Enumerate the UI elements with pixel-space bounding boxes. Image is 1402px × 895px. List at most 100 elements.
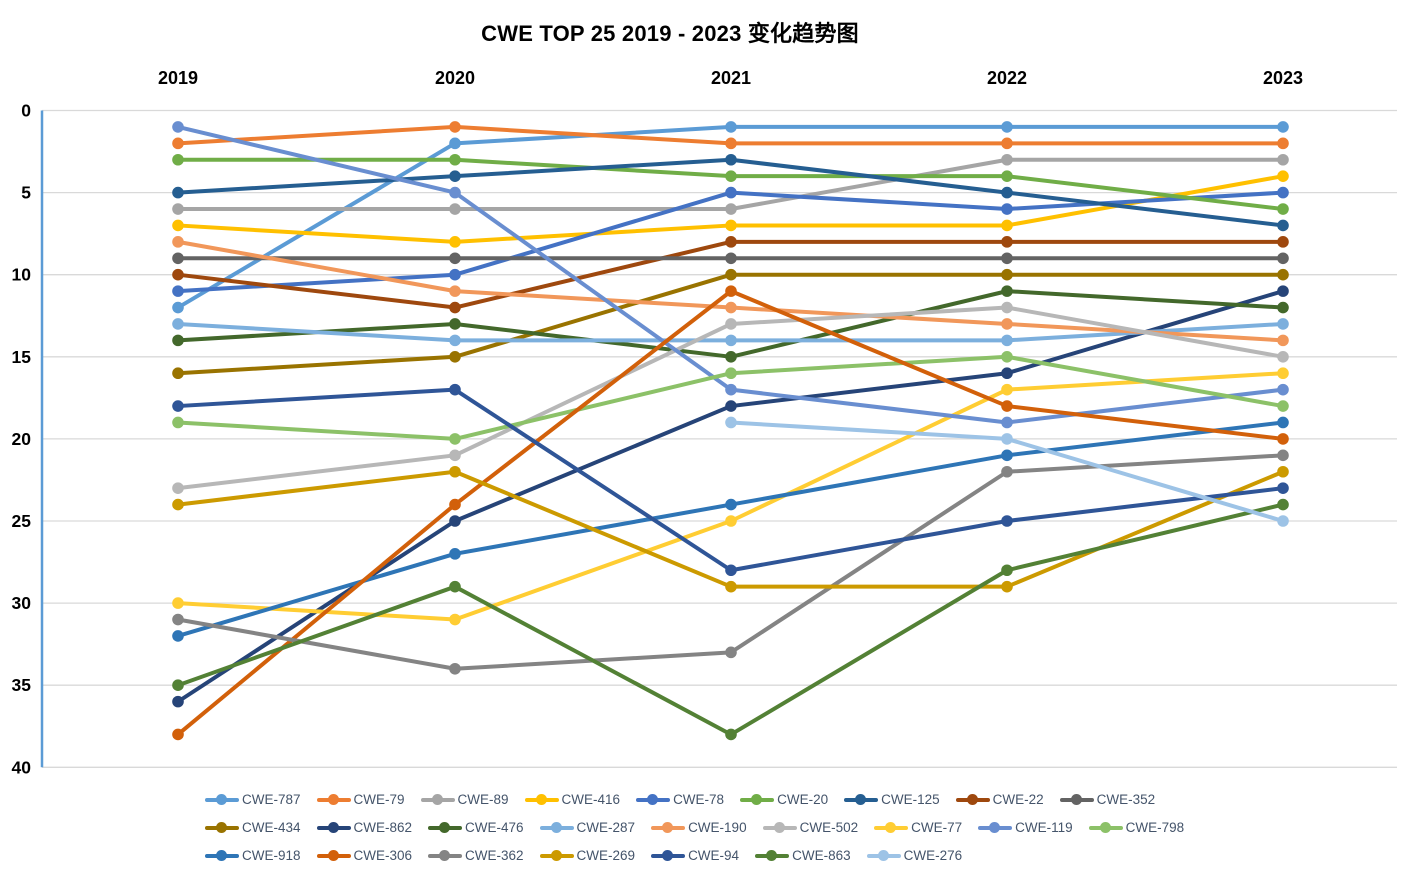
series-point-CWE-434 [172, 367, 184, 380]
legend-marker-icon [428, 821, 463, 834]
series-point-CWE-94 [1277, 482, 1289, 494]
legend-item-CWE-362: CWE-362 [428, 848, 524, 863]
series-point-CWE-78 [725, 186, 737, 199]
legend-label: CWE-78 [673, 792, 725, 807]
series-point-CWE-20 [1001, 170, 1013, 182]
series-point-CWE-119 [1001, 416, 1013, 429]
legend-item-CWE-863: CWE-863 [755, 848, 851, 863]
legend-marker-icon [316, 849, 351, 862]
series-point-CWE-77 [1001, 383, 1013, 396]
legend-item-CWE-20: CWE-20 [740, 792, 828, 807]
legend-label: CWE-798 [1125, 820, 1185, 835]
series-point-CWE-862 [1277, 285, 1289, 297]
series-point-CWE-362 [449, 662, 461, 675]
legend-dot-swatch [662, 822, 674, 833]
legend-dot-swatch [877, 850, 889, 861]
series-point-CWE-863 [1001, 564, 1013, 577]
legend-item-CWE-798: CWE-798 [1088, 820, 1185, 835]
legend-marker-icon [1088, 821, 1123, 834]
series-point-CWE-502 [449, 449, 461, 462]
series-point-CWE-798 [725, 367, 737, 380]
series-point-CWE-190 [1277, 334, 1289, 347]
series-point-CWE-269 [725, 580, 737, 593]
series-point-CWE-862 [172, 695, 184, 708]
legend-dot-swatch [751, 794, 763, 805]
legend-dot-swatch [550, 822, 562, 833]
series-point-CWE-269 [449, 465, 461, 478]
series-point-CWE-77 [449, 613, 461, 626]
series-point-CWE-918 [725, 498, 737, 511]
legend-item-CWE-276: CWE-276 [866, 848, 962, 863]
y-axis-tick-label: 0 [21, 101, 31, 121]
series-point-CWE-22 [1001, 236, 1013, 248]
series-point-CWE-94 [449, 383, 461, 396]
legend-item-CWE-269: CWE-269 [539, 848, 635, 863]
series-point-CWE-287 [725, 334, 737, 347]
series-point-CWE-94 [172, 400, 184, 412]
x-axis-year-label: 2020 [435, 68, 475, 88]
series-point-CWE-352 [725, 252, 737, 265]
series-point-CWE-190 [725, 301, 737, 314]
legend-item-CWE-125: CWE-125 [844, 792, 940, 807]
y-axis-tick-label: 15 [12, 347, 32, 367]
series-point-CWE-94 [725, 564, 737, 577]
series-point-CWE-862 [725, 400, 737, 412]
series-point-CWE-287 [1277, 318, 1289, 330]
legend-label: CWE-125 [881, 792, 940, 807]
legend-item-CWE-119: CWE-119 [978, 820, 1073, 835]
legend-label: CWE-362 [465, 848, 524, 863]
series-point-CWE-502 [725, 318, 737, 330]
legend-label: CWE-787 [242, 792, 301, 807]
series-point-CWE-276 [1001, 433, 1013, 445]
x-axis-year-label: 2019 [158, 68, 198, 88]
series-point-CWE-125 [725, 153, 737, 166]
legend-marker-icon [428, 849, 463, 862]
series-point-CWE-89 [1277, 153, 1289, 166]
series-point-CWE-798 [172, 416, 184, 429]
series-point-CWE-787 [725, 121, 737, 133]
legend-marker-icon [955, 793, 990, 806]
series-point-CWE-20 [449, 153, 461, 166]
legend-marker-icon [651, 849, 686, 862]
legend-label: CWE-287 [576, 820, 636, 835]
series-point-CWE-476 [172, 334, 184, 347]
legend-item-CWE-476: CWE-476 [428, 820, 524, 835]
series-point-CWE-20 [1277, 203, 1289, 215]
legend-label: CWE-20 [777, 792, 829, 807]
series-line-CWE-362 [176, 453, 1285, 671]
legend-label: CWE-89 [457, 792, 509, 807]
legend-dot-swatch [431, 794, 443, 805]
series-point-CWE-119 [1277, 383, 1289, 396]
legend-item-CWE-287: CWE-287 [539, 820, 636, 835]
legend-item-CWE-89: CWE-89 [420, 792, 509, 807]
series-point-CWE-20 [725, 170, 737, 182]
series-point-CWE-787 [172, 301, 184, 314]
legend-dot-swatch [439, 822, 451, 833]
series-point-CWE-287 [172, 318, 184, 330]
legend-marker-icon [978, 821, 1013, 834]
legend-marker-icon [866, 849, 901, 862]
series-point-CWE-306 [449, 498, 461, 511]
legend-dot-swatch [216, 794, 227, 805]
series-point-CWE-416 [172, 219, 184, 232]
legend-label: CWE-77 [911, 820, 963, 835]
legend-item-CWE-190: CWE-190 [651, 820, 747, 835]
legend-label: CWE-119 [1015, 820, 1073, 835]
series-point-CWE-22 [725, 236, 737, 248]
legend-label: CWE-416 [561, 792, 621, 807]
series-point-CWE-476 [1001, 285, 1013, 297]
legend-row: CWE-787 CWE-79 CWE-89 CWE-416 CWE-78 CWE-20 CW… [205, 792, 1184, 807]
series-point-CWE-125 [449, 170, 461, 182]
series-point-CWE-22 [1277, 236, 1289, 248]
legend-dot-swatch [439, 850, 451, 861]
series-point-CWE-119 [725, 383, 737, 396]
series-point-CWE-502 [1277, 351, 1289, 363]
series-point-CWE-79 [449, 121, 461, 133]
series-point-CWE-79 [725, 137, 737, 150]
legend-dot-swatch [1070, 794, 1082, 805]
legend-dot-swatch [773, 822, 785, 833]
series-point-CWE-306 [1277, 433, 1289, 445]
series-point-CWE-77 [172, 597, 184, 609]
legend-marker-icon [539, 849, 574, 862]
series-point-CWE-190 [1001, 318, 1013, 330]
